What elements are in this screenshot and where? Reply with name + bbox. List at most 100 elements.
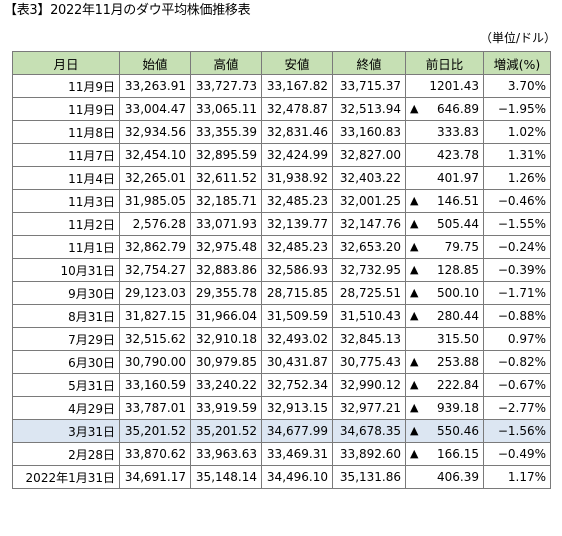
cell-low: 32,586.93 [261,258,333,282]
cell-close: 32,827.00 [332,143,406,167]
cell-date: 11月3日 [12,189,120,213]
cell-low: 33,167.82 [261,74,333,98]
table-row: 11月3日 31,985.05 32,185.71 32,485.23 32,001.2… [12,189,551,213]
table-row: 11月4日 32,265.01 32,611.52 31,938.92 32,403.2… [12,166,551,190]
cell-change: ▲ 646.89 [405,97,484,121]
table-row: 11月8日 32,934.56 33,355.39 32,831.46 33,160.8… [12,120,551,144]
cell-low: 32,485.23 [261,189,333,213]
cell-high: 35,148.14 [190,465,262,489]
cell-open: 32,515.62 [119,327,191,351]
cell-high: 35,201.52 [190,419,262,443]
decline-triangle-icon: ▲ [410,401,419,414]
change-value: 939.18 [437,401,479,415]
cell-close: 33,160.83 [332,120,406,144]
cell-close: 32,990.12 [332,373,406,397]
table-row: 6月30日 30,790.00 30,979.85 30,431.87 30,775.4… [12,350,551,374]
cell-change: ▲ 280.44 [405,304,484,328]
cell-date: 7月29日 [12,327,120,351]
cell-high: 33,065.11 [190,97,262,121]
header-high: 高値 [190,51,262,75]
cell-close: 30,775.43 [332,350,406,374]
cell-high: 33,727.73 [190,74,262,98]
cell-low: 32,139.77 [261,212,333,236]
change-value: 505.44 [437,217,479,231]
table-row: 2022年1月31日 34,691.17 35,148.14 34,496.10 35,… [12,465,551,489]
table-row: 11月9日 33,263.91 33,727.73 33,167.82 33,715.3… [12,74,551,98]
change-value: 315.50 [437,332,479,346]
change-value: 406.39 [437,470,479,484]
cell-date: 10月31日 [12,258,120,282]
table-row: 8月31日 31,827.15 31,966.04 31,509.59 31,510.4… [12,304,551,328]
cell-high: 33,240.22 [190,373,262,397]
cell-pct: 1.26% [483,166,551,190]
header-date: 月日 [12,51,120,75]
change-value: 280.44 [437,309,479,323]
change-value: 166.15 [437,447,479,461]
decline-triangle-icon: ▲ [410,286,419,299]
cell-change: ▲ 128.85 [405,258,484,282]
cell-low: 32,752.34 [261,373,333,397]
cell-date: 8月31日 [12,304,120,328]
table-row: 4月29日 33,787.01 33,919.59 32,913.15 32,977.2… [12,396,551,420]
cell-close: 33,715.37 [332,74,406,98]
cell-pct: −1.95% [483,97,551,121]
cell-date: 9月30日 [12,281,120,305]
cell-close: 35,131.86 [332,465,406,489]
cell-close: 32,513.94 [332,97,406,121]
cell-close: 31,510.43 [332,304,406,328]
cell-date: 6月30日 [12,350,120,374]
cell-date: 5月31日 [12,373,120,397]
cell-open: 2,576.28 [119,212,191,236]
header-row: 月日 始値 高値 安値 終値 前日比 増減(%) [12,51,551,75]
change-value: 128.85 [437,263,479,277]
cell-pct: −0.46% [483,189,551,213]
cell-pct: −0.82% [483,350,551,374]
cell-open: 29,123.03 [119,281,191,305]
cell-change: 406.39 [405,465,484,489]
cell-high: 30,979.85 [190,350,262,374]
cell-pct: −1.71% [483,281,551,305]
cell-change: 333.83 [405,120,484,144]
cell-low: 32,913.15 [261,396,333,420]
table-row: 2月28日 33,870.62 33,963.63 33,469.31 33,892.6… [12,442,551,466]
cell-close: 28,725.51 [332,281,406,305]
cell-close: 32,001.25 [332,189,406,213]
unit-label: （単位/ドル） [479,31,556,45]
header-low: 安値 [261,51,333,75]
cell-open: 35,201.52 [119,419,191,443]
cell-pct: −0.24% [483,235,551,259]
cell-close: 32,147.76 [332,212,406,236]
cell-date: 11月8日 [12,120,120,144]
change-value: 253.88 [437,355,479,369]
cell-change: ▲ 939.18 [405,396,484,420]
cell-change: 423.78 [405,143,484,167]
cell-high: 33,355.39 [190,120,262,144]
change-value: 423.78 [437,148,479,162]
cell-low: 33,469.31 [261,442,333,466]
dow-price-table: 月日 始値 高値 安値 終値 前日比 増減(%) 11月9日 33,263.91 3… [12,51,551,489]
cell-low: 32,478.87 [261,97,333,121]
table-row: 3月31日 35,201.52 35,201.52 34,677.99 34,678.3… [12,419,551,443]
header-close: 終値 [332,51,406,75]
cell-high: 33,963.63 [190,442,262,466]
cell-change: ▲ 500.10 [405,281,484,305]
table-body: 11月9日 33,263.91 33,727.73 33,167.82 33,715.3… [12,74,551,489]
table-row: 10月31日 32,754.27 32,883.86 32,586.93 32,732.… [12,258,551,282]
cell-open: 30,790.00 [119,350,191,374]
cell-change: ▲ 253.88 [405,350,484,374]
table-row: 11月9日 33,004.47 33,065.11 32,478.87 32,513.9… [12,97,551,121]
cell-pct: 1.02% [483,120,551,144]
cell-high: 32,185.71 [190,189,262,213]
cell-high: 32,910.18 [190,327,262,351]
cell-high: 32,975.48 [190,235,262,259]
table-row: 11月7日 32,454.10 32,895.59 32,424.99 32,827.0… [12,143,551,167]
cell-open: 33,870.62 [119,442,191,466]
cell-low: 32,831.46 [261,120,333,144]
change-value: 146.51 [437,194,479,208]
cell-open: 33,263.91 [119,74,191,98]
cell-open: 32,265.01 [119,166,191,190]
change-value: 550.46 [437,424,479,438]
cell-close: 32,732.95 [332,258,406,282]
decline-triangle-icon: ▲ [410,447,419,460]
cell-date: 11月1日 [12,235,120,259]
